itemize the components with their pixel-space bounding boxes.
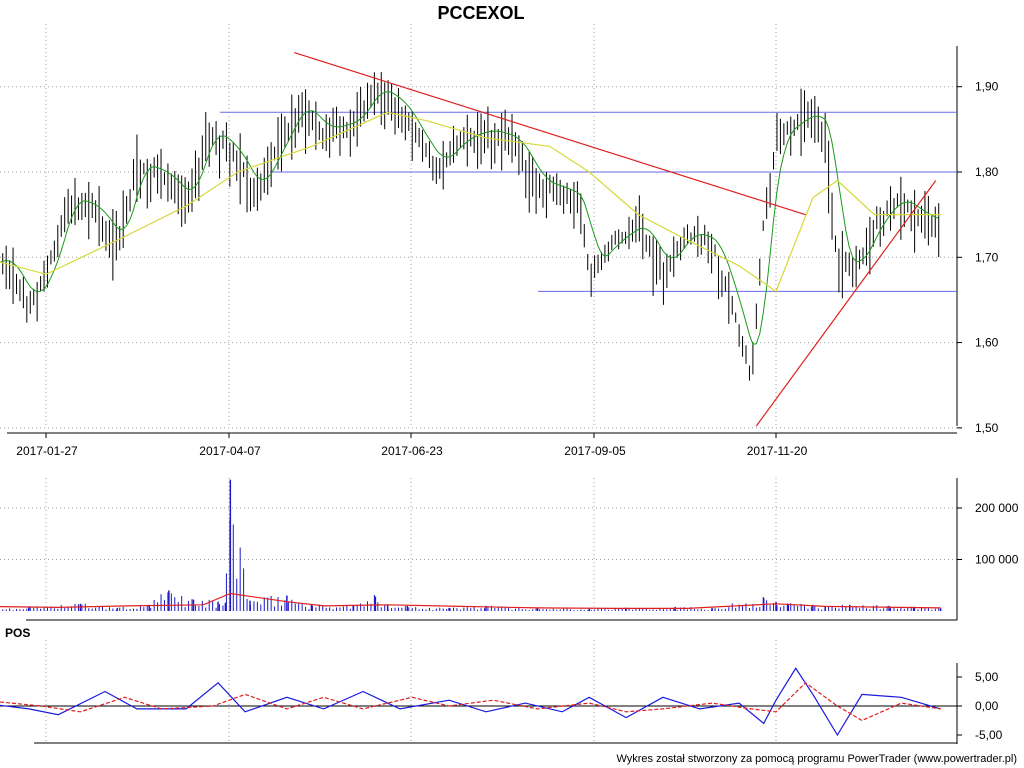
pos-tick-label: 5,00 — [975, 670, 999, 684]
short-average-line — [0, 91, 939, 345]
pos-tick-label: -5,00 — [975, 728, 1003, 742]
grid — [0, 24, 957, 744]
pos-tick-label: 0,00 — [975, 699, 999, 713]
moving-average-line — [0, 111, 941, 293]
y-tick-label: 1,60 — [975, 336, 999, 350]
marks — [0, 52, 957, 737]
x-tick-label: 2017-01-27 — [16, 444, 78, 458]
x-tick-label: 2017-06-23 — [381, 444, 443, 458]
footer-credit: Wykres został stworzony za pomocą progra… — [616, 753, 1017, 765]
pos-line — [0, 667, 941, 737]
trendline — [755, 180, 937, 427]
chart-title: PCCEXOL — [437, 3, 524, 23]
y-tick-label: 1,80 — [975, 165, 999, 179]
volume-average-line — [0, 592, 941, 610]
pos-signal-line — [0, 682, 941, 722]
volume-tick-label: 100 000 — [975, 553, 1019, 567]
y-tick-label: 1,90 — [975, 80, 999, 94]
volume-tick-label: 200 000 — [975, 501, 1019, 515]
pos-panel-title: POS — [5, 626, 30, 640]
axes: 1,50 1,60 1,70 1,80 1,90 2017-01-27 2017-04-07… — [0, 46, 1019, 744]
y-tick-label: 1,70 — [975, 250, 999, 264]
x-tick-label: 2017-11-20 — [747, 444, 808, 458]
y-tick-label: 1,50 — [975, 421, 999, 435]
trendline — [294, 52, 806, 216]
x-tick-label: 2017-04-07 — [199, 444, 261, 458]
x-tick-label: 2017-09-05 — [564, 444, 626, 458]
